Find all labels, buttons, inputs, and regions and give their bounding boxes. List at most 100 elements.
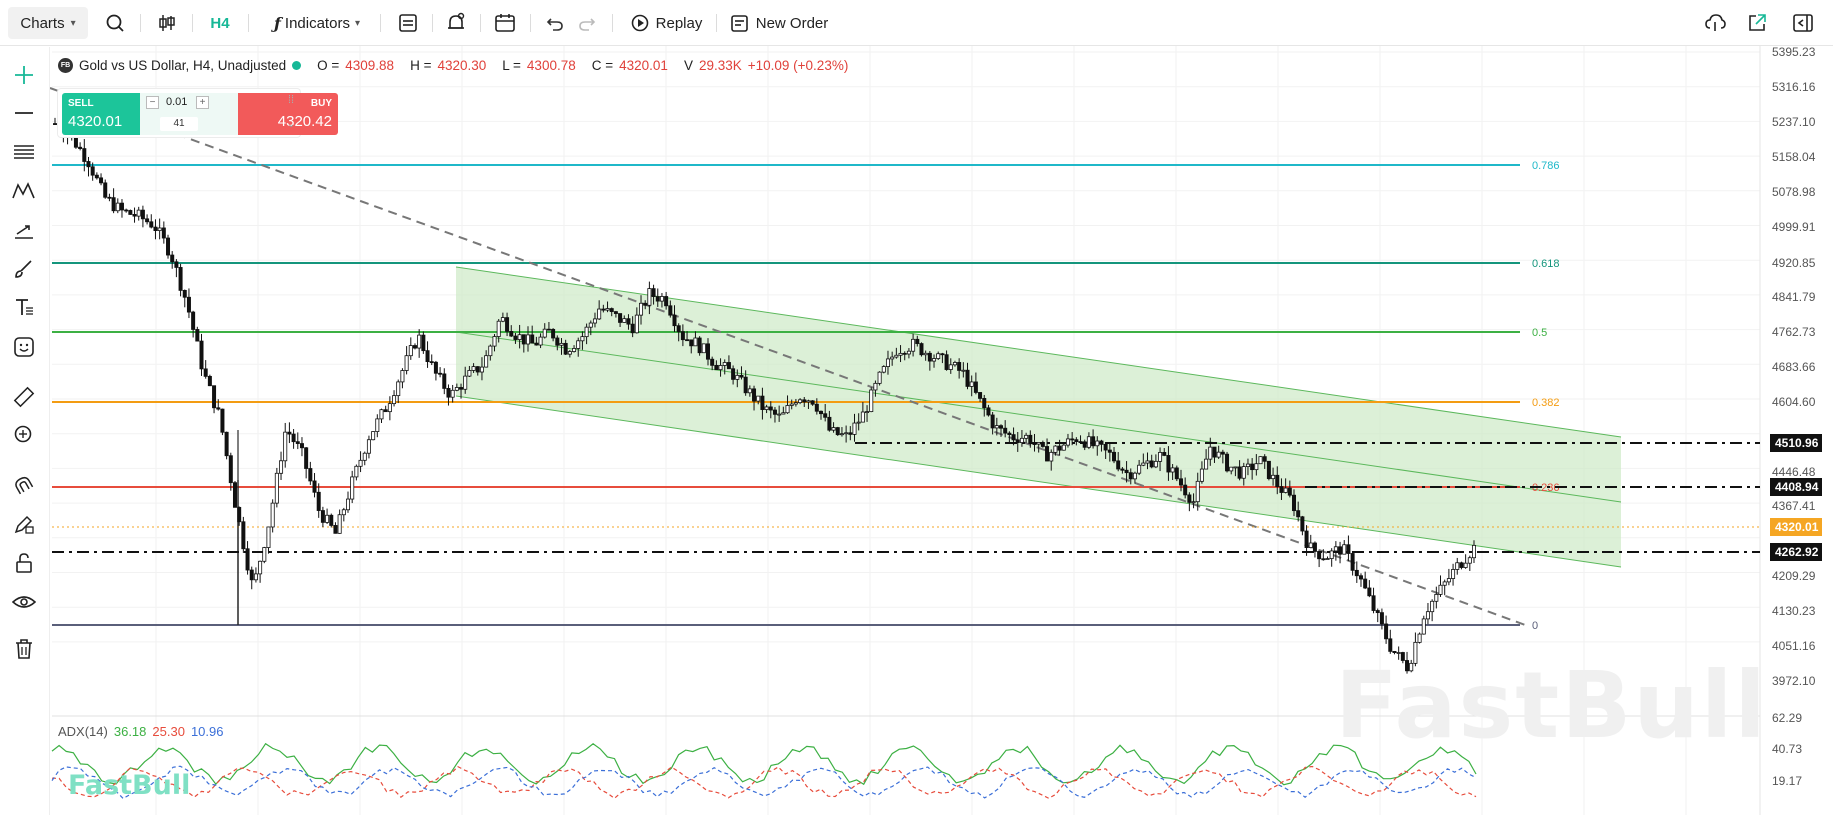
replay-button[interactable]: Replay: [626, 7, 706, 39]
calendar-icon: [495, 14, 515, 32]
brush-tool[interactable]: [10, 255, 38, 283]
price-badge: [1770, 518, 1822, 536]
candle-body: [124, 209, 129, 212]
price-badge-label: 4320.01: [1775, 520, 1819, 534]
candle-body: [542, 328, 547, 338]
adx-indicator[interactable]: [51, 742, 1477, 800]
channel-lower-line[interactable]: [455, 395, 1622, 568]
candle-body: [1467, 557, 1472, 564]
alert-button[interactable]: [441, 7, 471, 39]
collapse-panel-button[interactable]: [1788, 7, 1818, 39]
candle-body: [743, 376, 748, 394]
ruler-tool[interactable]: [10, 383, 38, 411]
delete-tool[interactable]: [10, 635, 38, 663]
candle-body: [626, 318, 631, 325]
undo-icon: [546, 18, 563, 31]
candle-body: [128, 210, 133, 215]
candle-body: [1166, 455, 1171, 473]
lot-plus-button[interactable]: +: [196, 96, 209, 109]
candlestick-series[interactable]: [53, 117, 1477, 674]
candle-body: [915, 338, 920, 344]
candle-body: [739, 374, 744, 378]
indicators-button[interactable]: ƒ Indicators ▾: [262, 7, 372, 39]
candle-body: [1400, 652, 1405, 661]
candle-body: [1024, 434, 1029, 439]
high-label: H =: [410, 58, 432, 73]
candle-body: [1296, 510, 1301, 518]
candle-body: [848, 432, 853, 435]
lot-size[interactable]: 0.01: [166, 96, 188, 108]
trendline-dashed[interactable]: [49, 87, 1529, 627]
candle-body: [651, 288, 656, 297]
chart-type-button[interactable]: [152, 7, 182, 39]
price-tick-label: 4841.79: [1772, 290, 1816, 304]
lot-minus-button[interactable]: −: [146, 96, 159, 109]
price-tick-label: 4999.91: [1772, 220, 1816, 234]
candle-body: [1442, 581, 1447, 586]
price-badge-label: 4262.92: [1775, 545, 1819, 559]
candle-body: [166, 237, 171, 256]
candle-body: [923, 352, 928, 356]
candle-body: [1300, 516, 1305, 532]
fib-tool[interactable]: [10, 138, 38, 166]
candle-body: [948, 364, 953, 370]
pattern-tool[interactable]: [10, 177, 38, 205]
candle-body: [952, 362, 957, 366]
emoji-tool[interactable]: [10, 333, 38, 361]
crosshair-tool[interactable]: [10, 61, 38, 89]
new-order-button[interactable]: New Order: [729, 7, 829, 39]
candle-body: [1208, 446, 1213, 460]
chevron-down-icon[interactable]: ⌄: [287, 119, 296, 130]
candle-body: [157, 227, 162, 231]
candle-body: [551, 328, 556, 339]
candle-body: [1350, 553, 1355, 571]
candle-body: [111, 197, 116, 212]
price-tick-label: 4604.60: [1772, 395, 1816, 409]
ruler-icon: [13, 386, 35, 408]
candle-body: [1375, 610, 1380, 614]
magnet-tool[interactable]: [10, 472, 38, 500]
candle-body: [1128, 472, 1133, 480]
symbol-title[interactable]: Gold vs US Dollar, H4, Unadjusted: [79, 58, 287, 73]
candle-body: [471, 366, 476, 371]
cloud-icon: [1705, 14, 1726, 31]
projection-tool[interactable]: [10, 217, 38, 245]
candle-body: [1053, 445, 1058, 453]
candle-body: [262, 547, 267, 562]
calendar-button[interactable]: [489, 7, 521, 39]
drag-handle-icon[interactable]: ⁞⁞: [288, 94, 295, 106]
visibility-tool[interactable]: [10, 588, 38, 616]
replay-icon: [631, 14, 648, 32]
trendline-tool[interactable]: [10, 99, 38, 127]
candle-body: [936, 353, 941, 359]
candle-body: [659, 296, 664, 302]
undo-button[interactable]: [541, 7, 569, 39]
search-button[interactable]: [100, 7, 130, 39]
charts-menu-button[interactable]: Charts ▾: [8, 7, 88, 39]
lock-drawing-tool[interactable]: [10, 510, 38, 538]
buy-label: BUY: [310, 98, 332, 109]
unlock-tool[interactable]: [10, 549, 38, 577]
channel-mid-line[interactable]: [455, 331, 1622, 503]
plus-di-line: [51, 765, 1477, 800]
timeframe-button[interactable]: H4: [200, 7, 240, 39]
candle-body: [994, 425, 999, 429]
buy-button[interactable]: BUY 4320.42: [238, 93, 338, 135]
redo-button[interactable]: [573, 7, 601, 39]
candle-body: [785, 405, 790, 414]
candle-body: [1036, 442, 1041, 445]
candle-body: [174, 261, 179, 268]
zoom-tool[interactable]: [10, 421, 38, 449]
templates-button[interactable]: [393, 7, 423, 39]
candle-body: [978, 392, 983, 399]
candle-body: [911, 338, 916, 352]
price-tick-label: 4130.23: [1772, 604, 1816, 618]
text-tool[interactable]: [10, 293, 38, 321]
adx-label[interactable]: ADX(14): [58, 724, 108, 739]
share-button[interactable]: [1742, 7, 1772, 39]
candle-body: [1338, 546, 1343, 555]
redo-icon: [579, 18, 596, 31]
close-label: C =: [591, 58, 614, 73]
cloud-save-button[interactable]: [1700, 7, 1730, 39]
